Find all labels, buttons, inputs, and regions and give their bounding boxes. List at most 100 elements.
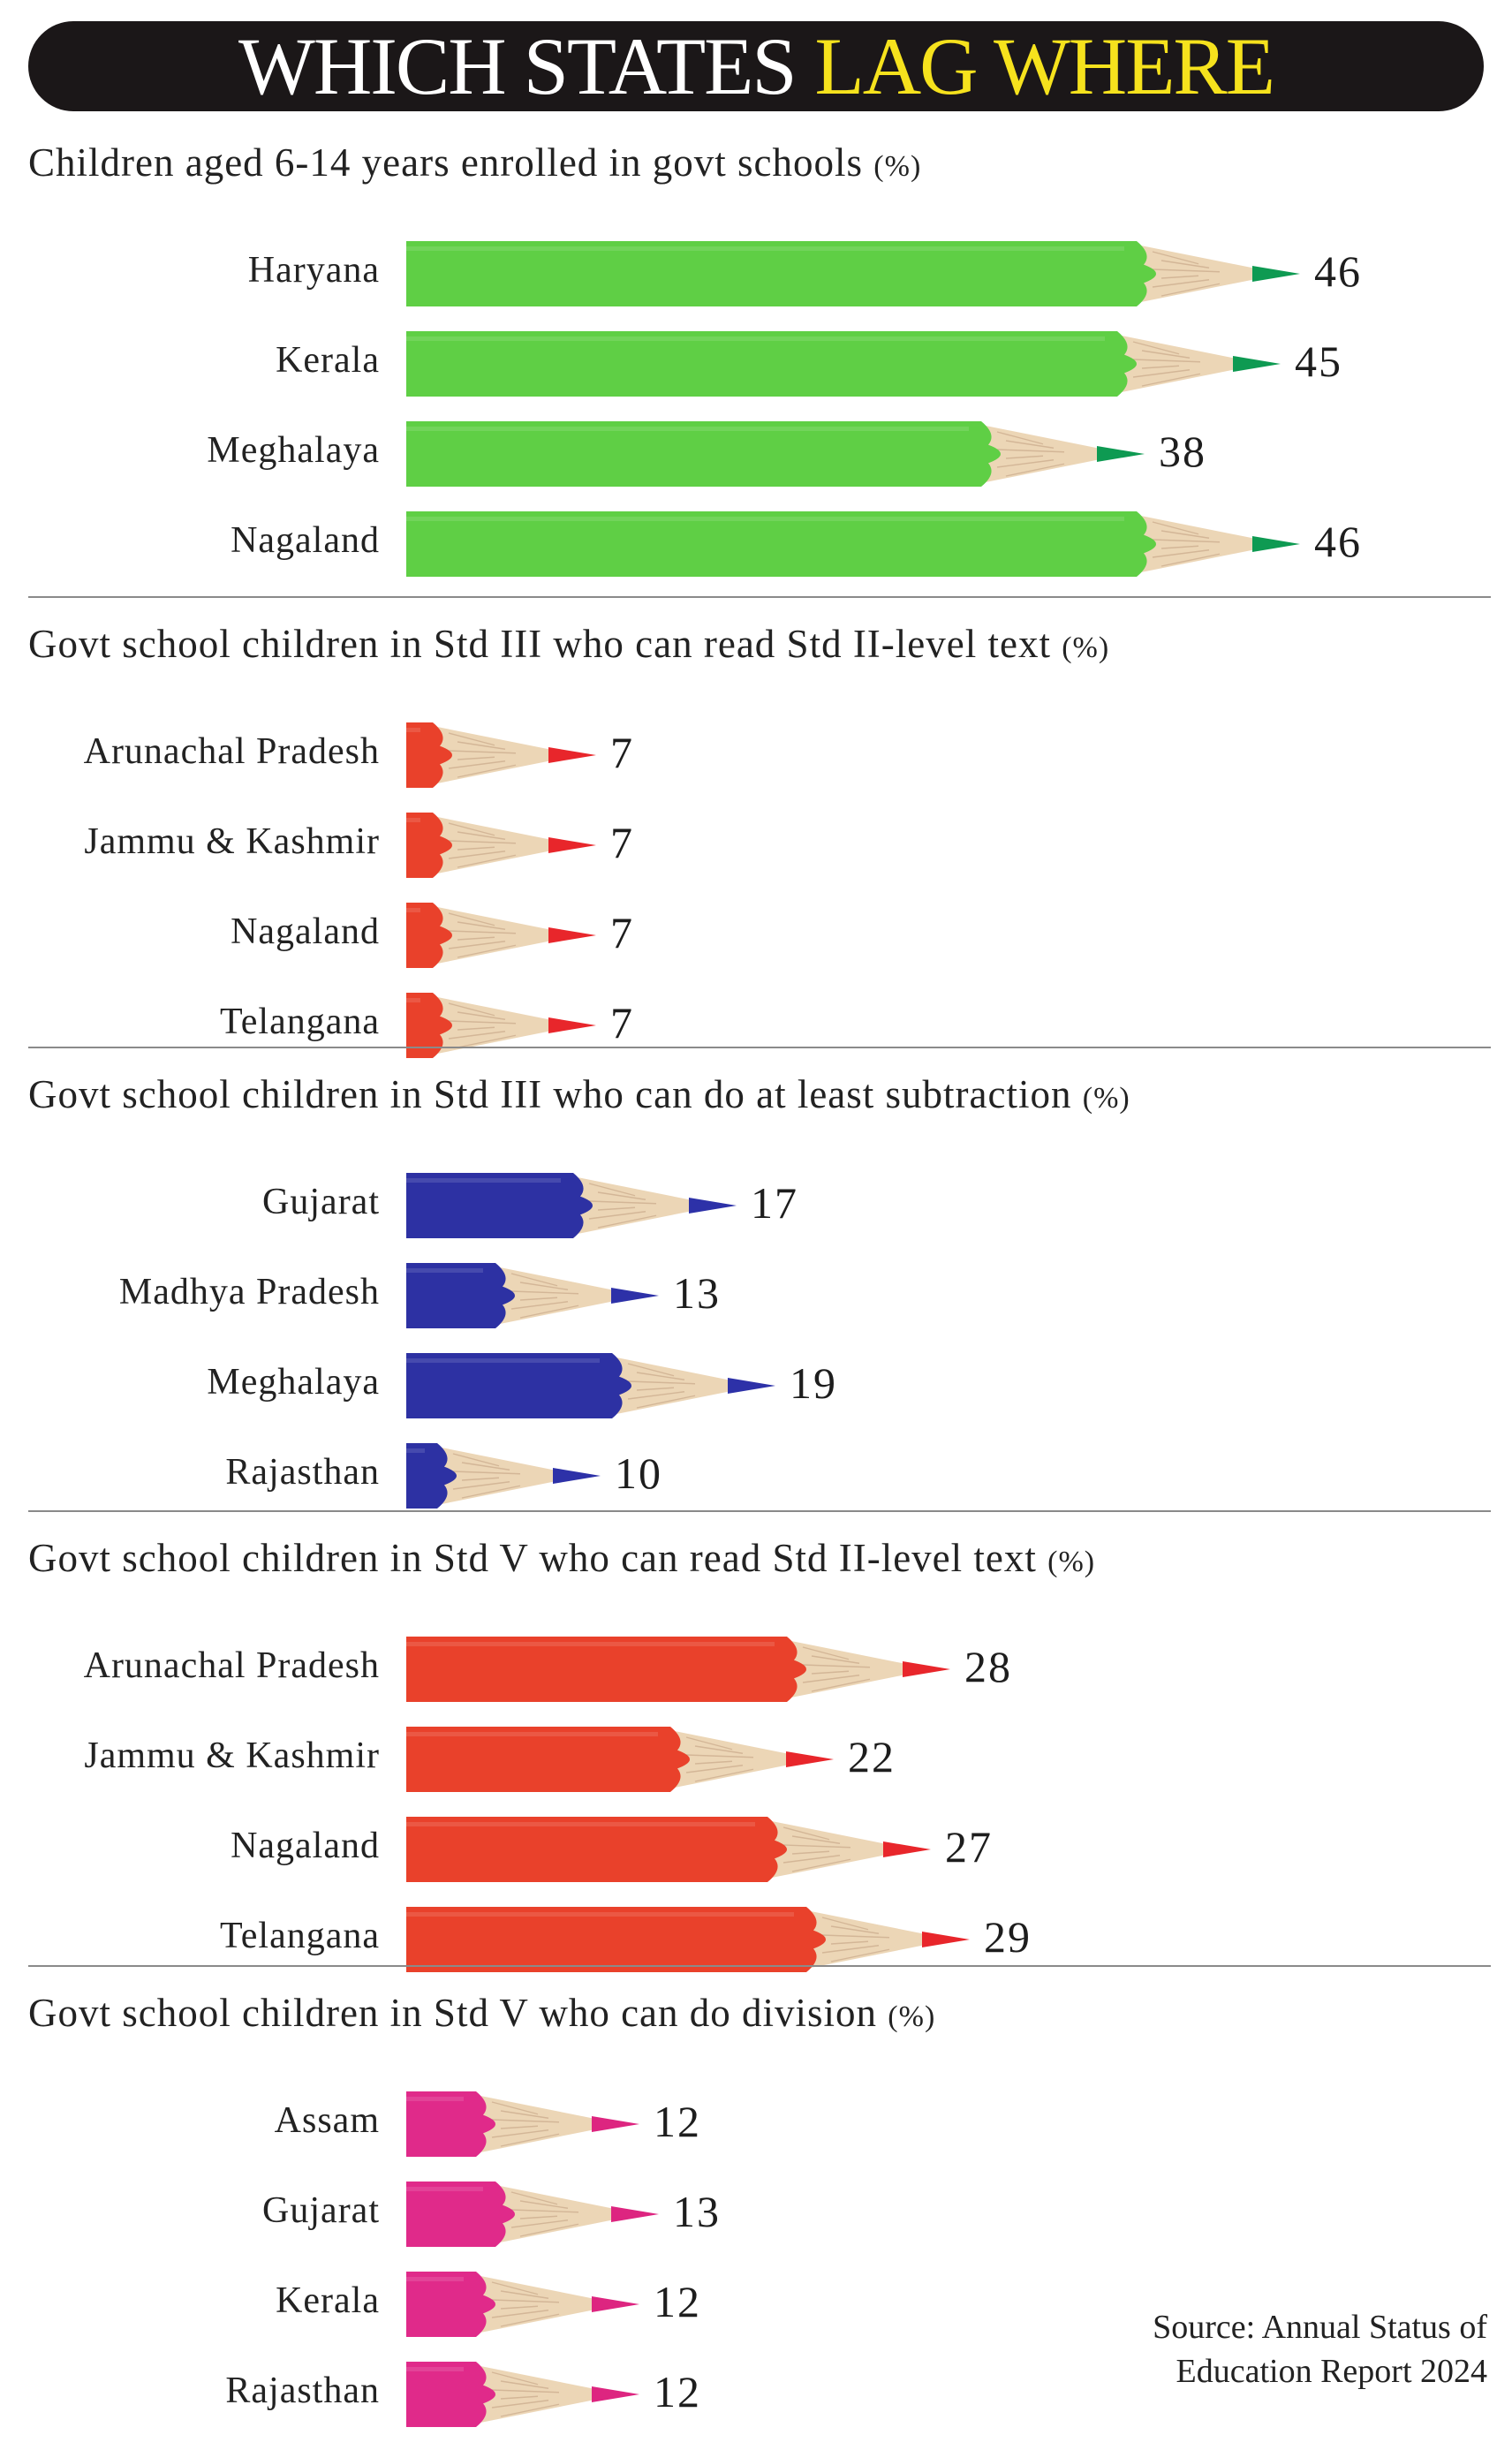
panel-unit: (%) (1062, 631, 1110, 664)
pencil-bar (406, 722, 596, 788)
title-part-2: LAG WHERE (814, 21, 1275, 111)
pencil-bar (406, 1353, 775, 1418)
pencil-wood (1119, 241, 1256, 306)
pencil-wood-grain (452, 1453, 500, 1467)
pencil-wood-grain (519, 1304, 579, 1319)
pencil-wood-grain (461, 1477, 500, 1481)
panel-divider (28, 1510, 1491, 1512)
pencil-wood-grain (597, 1206, 636, 1211)
pencil-wood (478, 2182, 615, 2247)
pencil-wood (415, 993, 552, 1058)
pencil-wood (415, 813, 552, 878)
pencil-wood-grain (457, 854, 517, 868)
panel-title-text: Govt school children in Std V who can do… (28, 1991, 878, 2035)
pencil-body (406, 1817, 787, 1882)
pencil-highlight (406, 246, 1124, 251)
pencil-wood-grain (448, 840, 517, 844)
pencil-body (406, 722, 452, 788)
pencil-bar (406, 241, 1300, 306)
pencil-wood (594, 1353, 731, 1418)
pencil-wood-grain (1132, 369, 1191, 378)
pencil-wood-grain (685, 1765, 744, 1773)
category-label: Nagaland (231, 911, 380, 952)
pencil-wood-grain (448, 912, 495, 926)
value-label: 7 (610, 998, 634, 1047)
pencil-wood-grain (1160, 553, 1221, 567)
pencil-wood-grain (1160, 530, 1210, 539)
pencil-bar (406, 2272, 639, 2337)
panel-title-4: Govt school children in Std V who can re… (28, 1535, 1095, 1581)
pencil-wood-grain (627, 1363, 675, 1377)
pencil-highlight (406, 2277, 464, 2281)
pencil-tip (553, 1468, 601, 1484)
pencil-wood-grain (448, 941, 506, 949)
pencil-wood-grain (694, 1768, 754, 1782)
pencil-wood-grain (500, 2290, 549, 2299)
pencil-body (406, 421, 1001, 487)
pencil-wood-grain (491, 2101, 539, 2115)
pencil-body (406, 1443, 457, 1509)
pencil-wood-grain (830, 1948, 890, 1962)
pencil-wood-grain (1152, 539, 1221, 543)
title-part-1: WHICH STATES (238, 21, 798, 111)
pencil-wood-grain (457, 831, 506, 840)
pencil-wood-grain (627, 1391, 685, 1400)
pencil-wood-grain (457, 1034, 517, 1048)
pencil-tip (548, 927, 596, 943)
pencil-wood-grain (510, 1301, 569, 1310)
value-label: 13 (673, 1268, 721, 1318)
pencil-tip (592, 2386, 639, 2402)
panel-divider (28, 1047, 1491, 1048)
pencil-body (406, 2362, 495, 2427)
pencil-body (406, 1353, 631, 1418)
pencil-wood (556, 1173, 692, 1238)
pencil-wood-grain (448, 822, 495, 836)
pencil-wood-grain (491, 2400, 549, 2408)
value-label: 29 (984, 1912, 1032, 1962)
pencil-highlight (406, 2367, 464, 2371)
pencil-wood-grain (510, 2191, 558, 2205)
pencil-wood-grain (510, 2219, 569, 2228)
pencil-wood-grain (782, 1844, 851, 1849)
category-label: Rajasthan (225, 2371, 380, 2411)
pencil-wood-grain (1160, 275, 1199, 279)
pencil-bar (406, 2362, 639, 2427)
pencil-body (406, 2272, 495, 2337)
pencil-bar (406, 2091, 639, 2157)
pencil-wood-grain (457, 764, 517, 778)
pencil-wood-grain (461, 1462, 510, 1471)
pencil-wood-grain (500, 2110, 549, 2119)
pencil-wood-grain (1132, 341, 1180, 355)
pencil-wood (653, 1727, 790, 1792)
value-label: 7 (610, 908, 634, 957)
pencil-wood-grain (791, 1850, 830, 1855)
panel-title-5: Govt school children in Std V who can do… (28, 1990, 935, 2036)
pencil-wood (789, 1907, 926, 1972)
pencil-wood-grain (782, 1855, 841, 1864)
pencil-bar (406, 2182, 659, 2247)
category-label: Arunachal Pradesh (83, 731, 380, 772)
pencil-bar (406, 993, 596, 1058)
pencil-wood-grain (791, 1835, 841, 1844)
pencil-bar (406, 331, 1281, 397)
pencil-tip (548, 837, 596, 853)
category-label: Gujarat (262, 1182, 380, 1222)
pencil-highlight (406, 1732, 658, 1736)
pencil-tip (1252, 536, 1300, 552)
pencil-wood-grain (588, 1183, 636, 1197)
pencil-wood-grain (519, 2223, 579, 2237)
pencil-wood-grain (802, 1646, 850, 1660)
pencil-tip (728, 1378, 775, 1394)
pencil-wood-grain (519, 1282, 569, 1290)
value-label: 10 (615, 1448, 662, 1498)
pencil-wood-grain (491, 2119, 560, 2123)
pencil-body (406, 1173, 593, 1238)
pencil-tip (548, 1017, 596, 1033)
pencil-wood (458, 2362, 595, 2427)
category-label: Jammu & Kashmir (84, 1735, 380, 1776)
pencil-tip (903, 1661, 950, 1677)
pencil-tip (883, 1841, 931, 1857)
value-label: 46 (1314, 246, 1362, 296)
pencil-wood (1100, 331, 1236, 397)
